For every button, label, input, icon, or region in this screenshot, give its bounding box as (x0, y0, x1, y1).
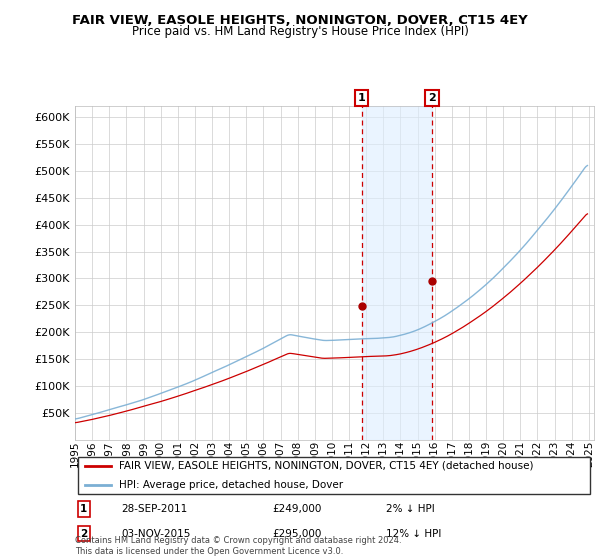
Text: 1: 1 (80, 504, 88, 514)
Text: 1: 1 (358, 93, 365, 103)
Bar (362, 106, 432, 440)
Text: 03-NOV-2015: 03-NOV-2015 (122, 529, 191, 539)
Text: FAIR VIEW, EASOLE HEIGHTS, NONINGTON, DOVER, CT15 4EY: FAIR VIEW, EASOLE HEIGHTS, NONINGTON, DO… (72, 14, 528, 27)
Text: 2: 2 (80, 529, 88, 539)
Text: 28-SEP-2011: 28-SEP-2011 (122, 504, 188, 514)
Point (427, 277, 437, 286)
Text: £295,000: £295,000 (272, 529, 322, 539)
Text: HPI: Average price, detached house, Dover: HPI: Average price, detached house, Dove… (119, 480, 343, 490)
Text: FAIR VIEW, EASOLE HEIGHTS, NONINGTON, DOVER, CT15 4EY (detached house): FAIR VIEW, EASOLE HEIGHTS, NONINGTON, DO… (119, 461, 533, 471)
Text: £249,000: £249,000 (272, 504, 322, 514)
Text: 2: 2 (428, 93, 436, 103)
Text: Price paid vs. HM Land Registry's House Price Index (HPI): Price paid vs. HM Land Registry's House … (131, 25, 469, 38)
Point (357, 301, 367, 310)
Text: 2% ↓ HPI: 2% ↓ HPI (386, 504, 435, 514)
FancyBboxPatch shape (77, 457, 590, 494)
Text: Contains HM Land Registry data © Crown copyright and database right 2024.
This d: Contains HM Land Registry data © Crown c… (75, 536, 401, 556)
Text: 12% ↓ HPI: 12% ↓ HPI (386, 529, 442, 539)
